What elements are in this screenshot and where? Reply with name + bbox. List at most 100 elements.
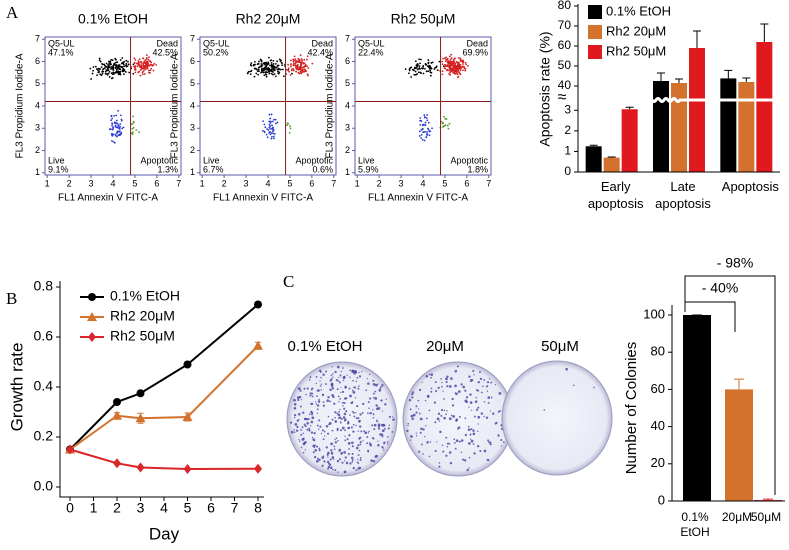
x-tick-label: 5	[132, 178, 137, 188]
event-dot	[116, 131, 119, 134]
colony	[372, 437, 375, 440]
event-dot	[268, 131, 271, 133]
colony	[473, 374, 475, 376]
colony	[342, 416, 346, 419]
colony	[448, 385, 452, 388]
colony	[446, 375, 449, 378]
colony	[457, 428, 459, 430]
event-dot	[121, 70, 124, 73]
event-dot	[146, 63, 149, 66]
colony	[297, 387, 301, 391]
event-dot	[435, 65, 438, 68]
colony	[319, 380, 321, 382]
y-axis-label: Growth rate	[7, 343, 26, 432]
colony	[350, 426, 353, 429]
colony	[377, 423, 381, 427]
colony	[381, 410, 384, 412]
y-tick-label: 7	[345, 34, 350, 44]
quadrant-name: Live	[358, 155, 375, 165]
event-dot	[426, 114, 429, 116]
colony	[362, 402, 365, 406]
y-tick-label: 0.8	[34, 278, 54, 294]
event-dot	[269, 120, 272, 123]
event-dot	[415, 64, 418, 67]
colony	[334, 438, 336, 441]
colony	[327, 467, 330, 470]
event-dot	[111, 122, 114, 125]
colony	[306, 421, 310, 425]
event-dot	[422, 65, 425, 68]
colony	[349, 462, 352, 465]
x-tick-label: 4	[265, 178, 270, 188]
event-dot	[152, 64, 155, 67]
colony	[320, 383, 323, 385]
colony	[472, 429, 475, 432]
event-dot	[433, 68, 436, 70]
colony	[389, 416, 391, 418]
colony	[323, 430, 326, 433]
y-tick-label: 7	[190, 34, 195, 44]
event-dot	[271, 130, 274, 133]
colony	[453, 438, 456, 441]
event-dot	[140, 66, 143, 69]
event-dot	[120, 65, 123, 68]
colony	[464, 433, 468, 437]
event-dot	[454, 64, 457, 67]
event-dot	[143, 73, 146, 75]
colony	[477, 415, 481, 419]
colony	[309, 392, 312, 395]
event-dot	[120, 131, 123, 134]
event-dot	[102, 68, 104, 71]
event-dot	[114, 133, 117, 136]
colony	[301, 438, 305, 441]
colony	[351, 452, 354, 455]
colony	[337, 440, 339, 442]
colony	[415, 405, 418, 408]
event-dot	[260, 70, 263, 72]
event-dot	[134, 71, 137, 74]
colony	[387, 443, 389, 445]
colony	[338, 401, 340, 403]
y-tick-label: 6	[190, 56, 195, 66]
y-tick-label: 2	[345, 145, 350, 155]
event-dot	[113, 63, 115, 66]
x-axis-label: Day	[149, 524, 180, 543]
event-dot	[131, 133, 134, 136]
colony	[410, 439, 412, 441]
colony	[343, 375, 346, 379]
event-dot	[417, 68, 419, 70]
x-tick-label: 6	[309, 178, 314, 188]
colony	[411, 396, 414, 399]
colony	[334, 441, 337, 444]
colony	[445, 436, 448, 439]
event-dot	[115, 68, 118, 71]
colony	[352, 430, 355, 433]
event-dot	[259, 59, 262, 61]
colony	[320, 389, 323, 391]
event-dot	[260, 71, 263, 74]
colony	[355, 411, 357, 414]
y-tick-label: 3	[345, 123, 350, 133]
event-dot	[280, 61, 283, 64]
event-dot	[123, 63, 125, 66]
x-tick-label: 3	[244, 178, 249, 188]
colony	[339, 449, 341, 452]
event-dot	[147, 69, 150, 72]
colony	[366, 436, 369, 438]
event-dot	[134, 59, 137, 61]
colony	[343, 401, 346, 404]
event-dot	[455, 61, 458, 64]
colony	[353, 415, 356, 418]
quadrant-name: Live	[203, 155, 220, 165]
axes	[59, 281, 264, 498]
colony	[351, 441, 354, 445]
colony	[489, 441, 492, 444]
x-tick-label: 0.1% EtOH	[680, 510, 709, 539]
event-dot	[145, 67, 148, 70]
event-dot	[412, 69, 415, 72]
y-tick-label: 80	[558, 0, 572, 12]
bar	[621, 109, 638, 172]
y-tick-label: 1	[345, 167, 350, 177]
event-dot	[442, 65, 445, 68]
colony	[460, 439, 464, 442]
